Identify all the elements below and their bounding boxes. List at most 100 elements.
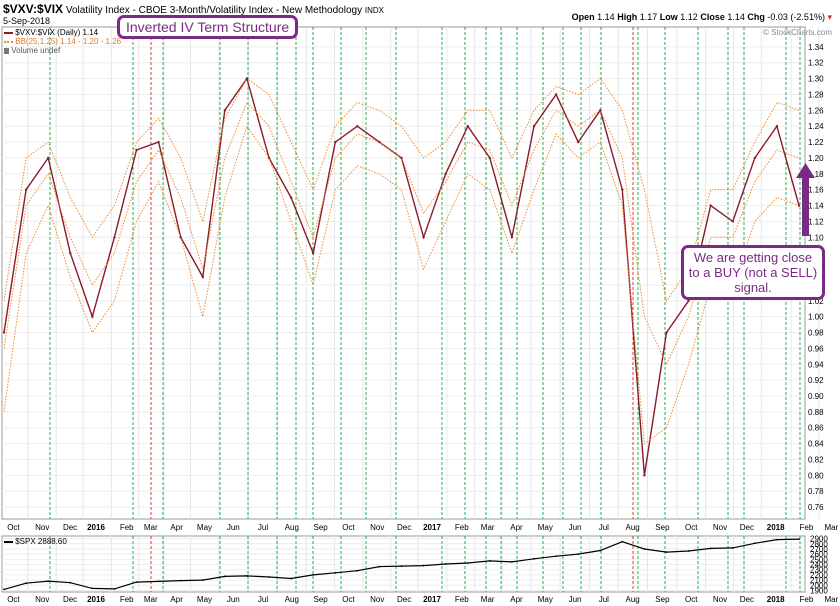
x-tick-label: Jul: [599, 523, 609, 532]
legend-volume-label: Volume undef: [11, 46, 61, 55]
x-tick-label: Feb: [120, 523, 134, 532]
x-tick-label: Oct: [685, 595, 698, 604]
ratio-point: [289, 196, 293, 199]
spx-point: [268, 576, 270, 578]
x-tick-label: Jul: [258, 523, 268, 532]
ratio-point: [267, 156, 271, 160]
spx-point: [25, 582, 27, 585]
upper-y-tick-label: 0.84: [808, 440, 824, 449]
spx-point: [533, 557, 535, 560]
spx-point: [577, 553, 580, 556]
ratio-point: [599, 109, 602, 112]
upper-y-tick-label: 1.02: [808, 297, 824, 306]
x-tick-label: Aug: [626, 595, 640, 604]
spx-point: [753, 542, 756, 545]
upper-y-tick-label: 1.24: [808, 122, 824, 131]
x-tick-label: Mar: [824, 523, 838, 532]
spx-point: [69, 581, 72, 584]
ratio-point: [245, 77, 249, 80]
ratio-point: [157, 140, 160, 144]
upper-y-tick-label: 0.76: [808, 503, 824, 512]
spx-point: [47, 580, 50, 583]
x-tick-label: Nov: [35, 523, 49, 532]
legend-volume-swatch-icon: [4, 47, 9, 54]
x-tick-label: Mar: [824, 595, 838, 604]
x-tick-label: Feb: [800, 523, 814, 532]
open-label: Open: [571, 12, 595, 22]
x-tick-label: Feb: [455, 523, 469, 532]
upper-y-tick-label: 1.30: [808, 75, 824, 84]
upper-panel-frame: [1, 26, 806, 520]
upper-y-tick-label: 1.18: [808, 170, 824, 179]
spx-point: [621, 540, 624, 543]
legend-ratio-label: $VXV:$VIX (Daily) 1.14: [15, 28, 99, 37]
legend-ratio: $VXV:$VIX (Daily) 1.14: [4, 28, 98, 37]
close-value: 1.14: [727, 12, 745, 22]
ratio-point: [113, 236, 116, 239]
ratio-point: [69, 251, 72, 255]
lower-y-tick-label: 2500: [810, 555, 828, 564]
legend-spx-label: $SPX 2888.60: [15, 537, 67, 546]
ratio-point: [665, 331, 668, 334]
legend-ratio-swatch-icon: [4, 31, 13, 34]
x-tick-label: Oct: [7, 523, 20, 532]
x-tick-label: Dec: [397, 523, 411, 532]
ratio-point: [135, 148, 138, 152]
spx-point: [179, 579, 182, 582]
spx-point: [246, 575, 248, 577]
spx-point: [643, 548, 646, 550]
bb-upper-band: [3, 77, 800, 303]
ratio-point: [775, 124, 779, 128]
ratio-point: [731, 220, 734, 223]
high-label: High: [617, 12, 638, 22]
spx-point: [665, 551, 668, 553]
x-tick-label: 2016: [87, 523, 105, 532]
chg-down-icon: ▾: [827, 12, 832, 22]
low-label: Low: [659, 12, 678, 22]
lower-y-tick-label: 2600: [810, 550, 828, 559]
ratio-point: [334, 140, 337, 144]
upper-y-tick-label: 1.00: [808, 313, 824, 322]
lower-y-tick-label: 2200: [810, 571, 828, 580]
lower-y-tick-label: 2000: [810, 581, 828, 590]
legend-bb-swatch-icon: [4, 40, 13, 43]
spx-point: [312, 573, 315, 576]
x-tick-label: Dec: [740, 523, 754, 532]
legend-volume: Volume undef: [4, 46, 60, 55]
x-tick-label: Dec: [397, 595, 411, 604]
chg-value: -0.03 (-2.51%): [767, 12, 825, 22]
x-tick-label: Jun: [569, 523, 582, 532]
ratio-point: [46, 156, 50, 160]
x-tick-label: Jul: [258, 595, 268, 604]
upper-y-tick-label: 1.26: [808, 106, 824, 115]
x-tick-label: Mar: [144, 523, 158, 532]
x-tick-label: Apr: [510, 523, 523, 532]
upper-y-tick-label: 0.96: [808, 344, 824, 353]
x-tick-label: Nov: [370, 523, 384, 532]
ratio-point: [576, 140, 580, 144]
x-tick-label: 2016: [87, 595, 105, 604]
annotation-inverted-iv: Inverted IV Term Structure: [117, 15, 299, 39]
upper-y-tick-label: 0.80: [808, 471, 824, 480]
ratio-point: [753, 156, 757, 160]
x-tick-label: May: [197, 595, 212, 604]
spx-point: [378, 565, 381, 568]
x-tick-label: Jun: [227, 523, 240, 532]
ratio-point: [179, 236, 182, 239]
upper-y-tick-label: 1.10: [808, 233, 824, 242]
ratio-point: [223, 109, 227, 112]
spx-point: [201, 579, 204, 581]
x-tick-label: Sep: [655, 595, 670, 604]
upper-y-tick-label: 1.32: [808, 59, 824, 68]
x-tick-label: Oct: [685, 523, 698, 532]
high-value: 1.17: [639, 12, 658, 22]
upper-y-tick-label: 1.20: [808, 154, 824, 163]
spx-point: [356, 569, 359, 572]
ratio-point: [400, 156, 403, 160]
x-tick-label: May: [538, 595, 553, 604]
x-tick-label: Dec: [63, 595, 77, 604]
spx-point: [3, 588, 5, 591]
ratio-point: [378, 140, 381, 144]
spx-point: [290, 577, 292, 580]
spx-point: [687, 550, 690, 552]
